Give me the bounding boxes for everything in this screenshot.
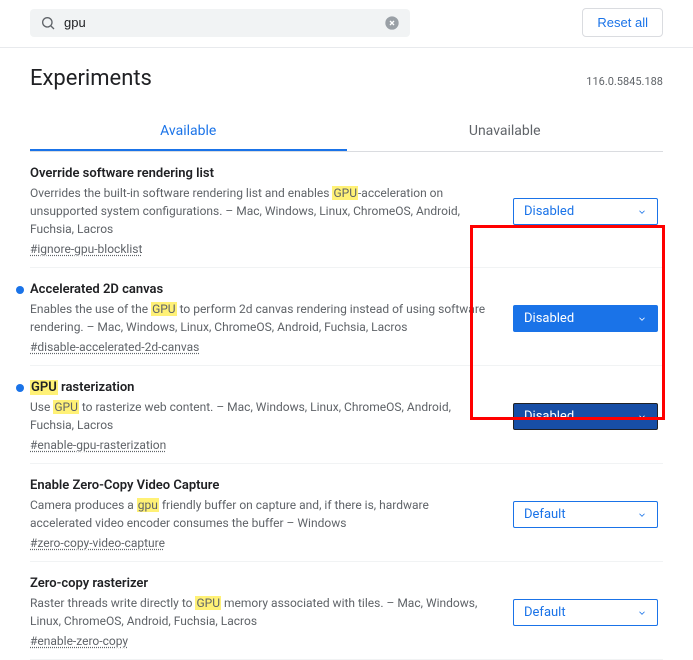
chevron-down-icon — [637, 412, 647, 422]
flag-info: GPU rasterization Use GPU to rasterize we… — [30, 380, 513, 453]
flag-dropdown[interactable]: Disabled — [513, 305, 658, 332]
flag-title-text: Zero-copy rasterizer — [30, 576, 148, 591]
page-title: Experiments — [30, 66, 586, 91]
flag-description: Use GPU to rasterize web content. – Mac,… — [30, 398, 493, 434]
chevron-down-icon — [637, 608, 647, 618]
flag-hash-link[interactable]: #zero-copy-video-capture — [30, 536, 165, 550]
flags-list: Override software rendering list Override… — [0, 152, 693, 660]
flag-info: Enable Zero-Copy Video Capture Camera pro… — [30, 478, 513, 551]
flag-title-text: Accelerated 2D canvas — [30, 282, 163, 297]
flag-control: Default — [513, 576, 663, 649]
flag-title-text: GPU rasterization — [30, 380, 134, 395]
flag-title: Zero-copy rasterizer — [30, 576, 493, 591]
flag-row: Accelerated 2D canvas Enables the use of … — [30, 268, 663, 366]
flag-description: Enables the use of the GPU to perform 2d… — [30, 300, 493, 336]
reset-all-button[interactable]: Reset all — [582, 8, 663, 37]
flag-info: Zero-copy rasterizer Raster threads write… — [30, 576, 513, 649]
search-icon — [40, 15, 56, 31]
flag-description: Camera produces a gpu friendly buffer on… — [30, 496, 493, 532]
chevron-down-icon — [637, 510, 647, 520]
tabs: Available Unavailable — [30, 113, 663, 152]
chevron-down-icon — [637, 207, 647, 217]
flag-title-text: Override software rendering list — [30, 166, 214, 181]
flag-dropdown[interactable]: Disabled — [513, 403, 658, 430]
flag-title: Accelerated 2D canvas — [30, 282, 493, 297]
dropdown-value: Disabled — [524, 409, 574, 424]
flag-title-text: Enable Zero-Copy Video Capture — [30, 478, 219, 493]
clear-icon[interactable] — [384, 15, 400, 31]
flag-control: Default — [513, 478, 663, 551]
flag-row: Override software rendering list Override… — [30, 152, 663, 268]
flag-hash-link[interactable]: #ignore-gpu-blocklist — [30, 242, 142, 256]
flag-description: Raster threads write directly to GPU mem… — [30, 594, 493, 630]
flag-hash-link[interactable]: #disable-accelerated-2d-canvas — [30, 340, 199, 354]
search-bar: Reset all — [0, 0, 693, 48]
modified-dot-icon — [16, 384, 24, 392]
flag-row: GPU rasterization Use GPU to rasterize we… — [30, 366, 663, 464]
dropdown-value: Default — [524, 605, 566, 620]
flag-info: Accelerated 2D canvas Enables the use of … — [30, 282, 513, 355]
flag-dropdown[interactable]: Disabled — [513, 198, 658, 225]
search-box[interactable] — [30, 9, 410, 37]
dropdown-value: Disabled — [524, 311, 574, 326]
flag-control: Disabled — [513, 166, 663, 257]
tab-available[interactable]: Available — [30, 113, 347, 151]
search-input[interactable] — [64, 15, 384, 30]
flag-row: Enable Zero-Copy Video Capture Camera pro… — [30, 464, 663, 562]
tab-unavailable[interactable]: Unavailable — [347, 113, 664, 151]
modified-dot-icon — [16, 286, 24, 294]
flag-control: Disabled — [513, 282, 663, 355]
header-row: Experiments 116.0.5845.188 — [0, 48, 693, 101]
version-text: 116.0.5845.188 — [586, 75, 663, 88]
chevron-down-icon — [637, 314, 647, 324]
dropdown-value: Disabled — [524, 204, 574, 219]
flag-title: GPU rasterization — [30, 380, 493, 395]
flag-description: Overrides the built-in software renderin… — [30, 184, 493, 238]
dropdown-value: Default — [524, 507, 566, 522]
flag-info: Override software rendering list Override… — [30, 166, 513, 257]
flag-hash-link[interactable]: #enable-zero-copy — [30, 634, 128, 648]
flag-control: Disabled — [513, 380, 663, 453]
flag-title: Enable Zero-Copy Video Capture — [30, 478, 493, 493]
flag-title: Override software rendering list — [30, 166, 493, 181]
flag-row: Zero-copy rasterizer Raster threads write… — [30, 562, 663, 660]
flag-dropdown[interactable]: Default — [513, 501, 658, 528]
flag-dropdown[interactable]: Default — [513, 599, 658, 626]
flag-hash-link[interactable]: #enable-gpu-rasterization — [30, 438, 166, 452]
